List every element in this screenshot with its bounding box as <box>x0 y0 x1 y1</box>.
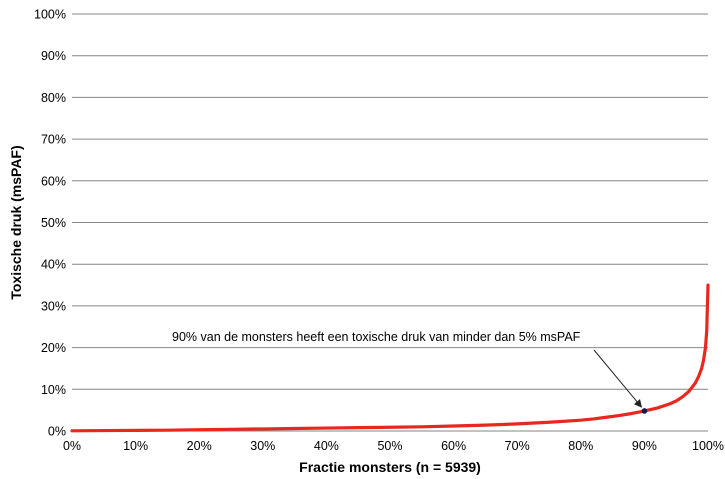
y-tick-label: 80% <box>41 91 66 105</box>
series-layer <box>72 285 708 431</box>
annotation-arrow <box>594 350 641 407</box>
y-tick-label: 30% <box>41 299 66 313</box>
x-tick-label: 100% <box>692 439 724 453</box>
x-tick-label: 20% <box>187 439 212 453</box>
x-tick-label: 80% <box>568 439 593 453</box>
x-axis-title: Fractie monsters (n = 5939) <box>299 459 481 475</box>
x-tick-label: 50% <box>377 439 402 453</box>
y-tick-label: 100% <box>34 8 66 22</box>
x-tick-label: 90% <box>632 439 657 453</box>
y-tick-label: 20% <box>41 341 66 355</box>
y-tick-label: 50% <box>41 216 66 230</box>
x-tick-label: 10% <box>123 439 148 453</box>
x-axis-ticks: 0% 10% 20% 30% 40% 50% 60% 70% 80% 90% 100% <box>63 439 724 453</box>
y-tick-label: 60% <box>41 174 66 188</box>
y-tick-label: 0% <box>48 425 66 439</box>
y-tick-label: 70% <box>41 133 66 147</box>
x-tick-label: 70% <box>505 439 530 453</box>
y-axis-ticks: 0% 10% 20% 30% 40% 50% 60% 70% 80% 90% 100% <box>34 8 66 439</box>
highlight-point <box>642 408 648 414</box>
y-tick-label: 40% <box>41 258 66 272</box>
x-tick-label: 30% <box>250 439 275 453</box>
series-line <box>72 285 708 431</box>
x-tick-label: 0% <box>63 439 81 453</box>
y-axis-title: Toxische druk (msPAF) <box>8 145 24 299</box>
y-tick-label: 90% <box>41 49 66 63</box>
x-tick-label: 60% <box>441 439 466 453</box>
y-tick-label: 10% <box>41 383 66 397</box>
x-tick-label: 40% <box>314 439 339 453</box>
annotation-text: 90% van de monsters heeft een toxische d… <box>172 330 581 344</box>
